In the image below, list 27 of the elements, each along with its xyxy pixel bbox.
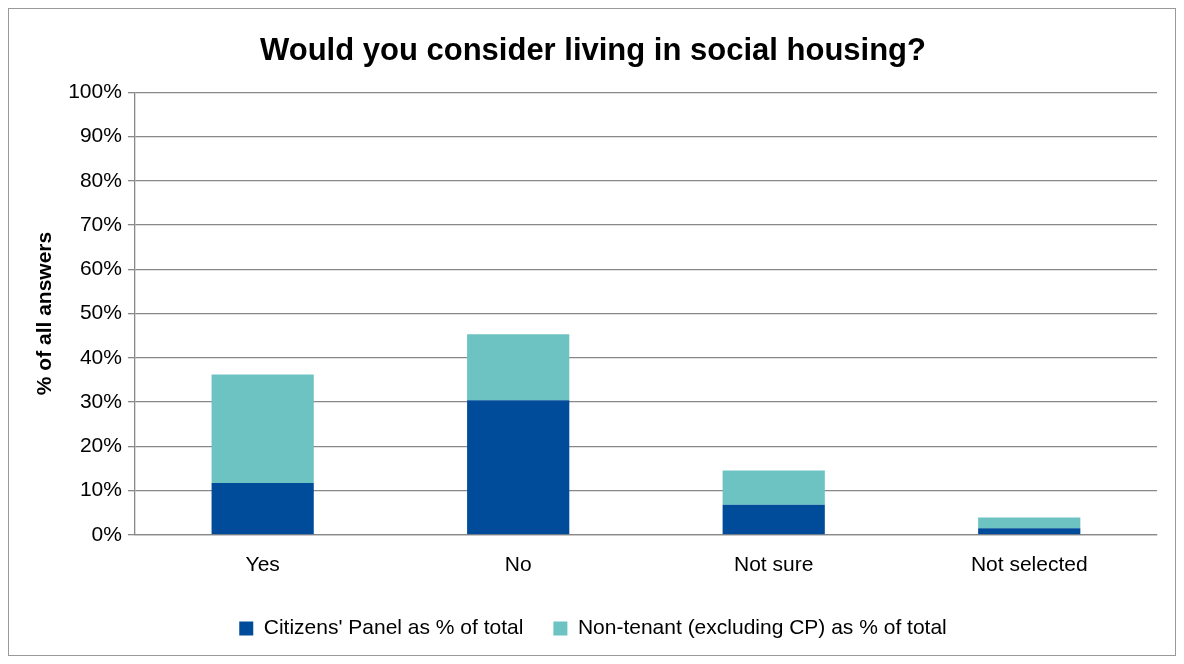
y-tick-label: 20% xyxy=(79,433,122,457)
chart-title: Would you consider living in social housing? xyxy=(260,32,926,68)
bar xyxy=(211,483,314,535)
bar xyxy=(467,334,570,401)
x-tick-label: No xyxy=(504,552,532,576)
y-tick-label: 50% xyxy=(79,300,122,324)
y-tick-label: 100% xyxy=(68,79,122,102)
bar xyxy=(978,517,1081,529)
legend-label: Citizens' Panel as % of total xyxy=(263,615,524,639)
y-tick-label: 30% xyxy=(79,388,122,412)
y-tick-label: 10% xyxy=(79,477,122,501)
y-tick-label: 80% xyxy=(79,167,122,191)
legend-label: Non-tenant (excluding CP) as % of total xyxy=(577,615,947,639)
bar xyxy=(211,374,314,484)
x-tick-label: Not sure xyxy=(734,552,814,576)
y-tick-label: 40% xyxy=(79,344,122,368)
y-tick-label: 70% xyxy=(79,211,122,235)
x-tick-label: Not selected xyxy=(970,552,1088,576)
y-tick-label: 90% xyxy=(79,123,122,147)
bar xyxy=(978,528,1081,535)
bar xyxy=(722,504,825,535)
bar xyxy=(467,400,570,535)
y-axis-title: % of all answers xyxy=(32,231,56,396)
y-tick-label: 0% xyxy=(91,521,122,545)
bar xyxy=(722,470,825,505)
x-tick-label: Yes xyxy=(245,552,280,576)
y-tick-label: 60% xyxy=(79,256,122,280)
